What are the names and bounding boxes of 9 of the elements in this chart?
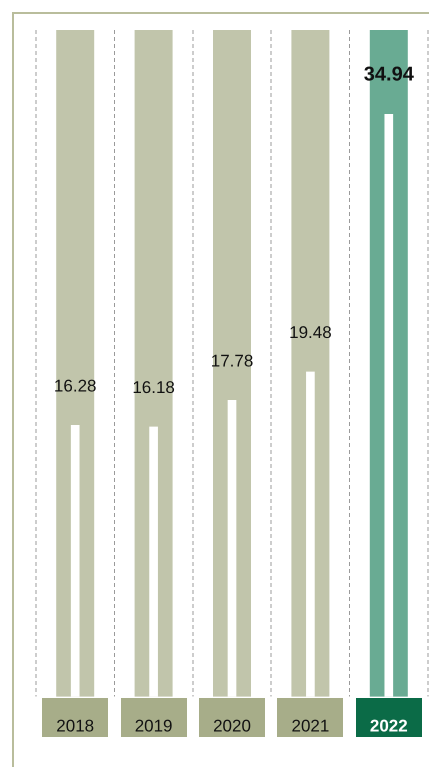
x-tick-label: 2020: [213, 716, 251, 736]
x-tick-label: 2022: [370, 716, 408, 736]
data-label: 19.48: [289, 322, 332, 342]
x-tick-label: 2021: [291, 716, 330, 736]
data-label: 17.78: [210, 351, 254, 370]
data-label: 16.18: [132, 378, 175, 397]
x-tick-label: 2018: [56, 716, 94, 736]
x-tick-label: 2019: [134, 716, 173, 736]
data-label: 16.28: [54, 376, 96, 396]
